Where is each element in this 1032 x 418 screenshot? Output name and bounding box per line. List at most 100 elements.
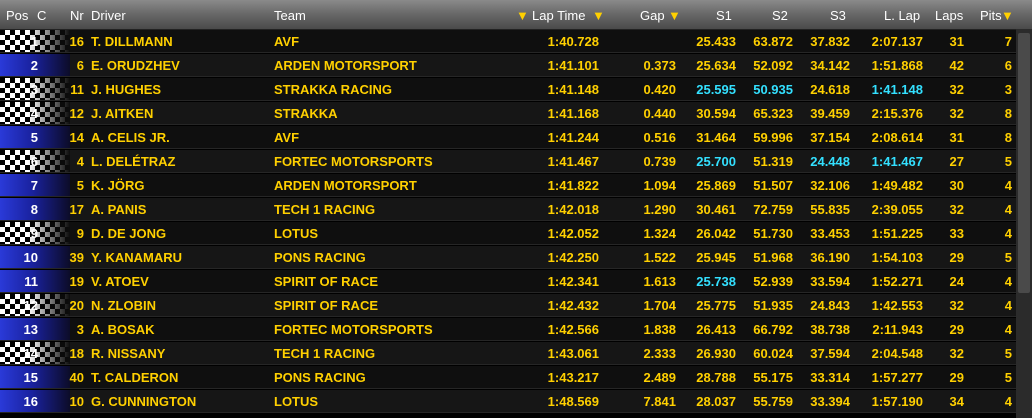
row-background — [70, 246, 1016, 269]
col-laptime-header[interactable]: Lap Time — [532, 8, 586, 23]
table-row[interactable]: 15 40 T. CALDERON PONS RACING 1:43.217 2.489 2… — [0, 366, 1016, 389]
table-row[interactable]: 13 3 A. BOSAK FORTEC MOTORSPORTS 1:42.566 1.8… — [0, 318, 1016, 341]
col-pits-header[interactable]: Pits — [980, 8, 1002, 23]
col-driver-header[interactable]: Driver — [91, 8, 126, 23]
gap-cell: 1.324 — [643, 226, 676, 241]
table-row[interactable]: 6 4 L. DELÉTRAZ FORTEC MOTORSPORTS 1:41.467 0… — [0, 150, 1016, 173]
table-row[interactable]: 2 6 E. ORUDZHEV ARDEN MOTORSPORT 1:41.101 0.3… — [0, 54, 1016, 77]
sector1-cell: 28.037 — [696, 394, 736, 409]
table-row[interactable]: 9 9 D. DE JONG LOTUS 1:42.052 1.324 26.042 51.7… — [0, 222, 1016, 245]
row-divider — [0, 268, 1016, 269]
lap-time-cell: 1:43.061 — [547, 346, 599, 361]
car-number-cell: 9 — [76, 226, 84, 241]
team-cell: AVF — [274, 130, 300, 145]
team-cell: FORTEC MOTORSPORTS — [274, 322, 433, 337]
table-row[interactable]: 11 19 V. ATOEV SPIRIT OF RACE 1:42.341 1.613 2… — [0, 270, 1016, 293]
row-divider — [0, 172, 1016, 173]
last-lap-cell: 1:57.190 — [871, 394, 923, 409]
last-lap-cell: 2:11.943 — [872, 322, 923, 337]
sector3-cell: 24.618 — [810, 82, 850, 97]
gap-cell: 1.522 — [643, 250, 676, 265]
sort-arrow-icon[interactable]: ▼ — [1001, 8, 1014, 23]
sector2-cell: 55.175 — [753, 370, 793, 385]
sort-arrow-icon[interactable]: ▼ — [592, 8, 605, 23]
team-cell: STRAKKA RACING — [274, 82, 392, 97]
row-background — [70, 198, 1016, 221]
col-s3-header[interactable]: S3 — [830, 8, 846, 23]
row-divider — [0, 388, 1016, 389]
row-background — [70, 222, 1016, 245]
table-row[interactable]: 3 11 J. HUGHES STRAKKA RACING 1:41.148 0.420 2… — [0, 78, 1016, 101]
sort-arrow-icon[interactable]: ▼ — [516, 8, 529, 23]
table-row[interactable]: 1 16 T. DILLMANN AVF 1:40.728 25.433 63.872 37.… — [0, 30, 1016, 53]
last-lap-cell: 2:04.548 — [871, 346, 923, 361]
sector1-cell: 25.700 — [696, 154, 736, 169]
row-background — [70, 366, 1016, 389]
col-pos-header[interactable]: Pos — [6, 8, 29, 23]
sort-arrow-icon[interactable]: ▼ — [668, 8, 681, 23]
sector3-cell: 24.843 — [810, 298, 850, 313]
team-cell: ARDEN MOTORSPORT — [274, 58, 417, 73]
table-row[interactable]: 12 20 N. ZLOBIN SPIRIT OF RACE 1:42.432 1.704… — [0, 294, 1016, 317]
team-cell: FORTEC MOTORSPORTS — [274, 154, 433, 169]
blue-status-indicator — [0, 246, 70, 269]
lap-time-cell: 1:42.052 — [547, 226, 599, 241]
sector3-cell: 24.448 — [810, 154, 850, 169]
chequered-flag-icon — [0, 342, 70, 365]
row-divider — [0, 196, 1016, 197]
table-row[interactable]: 10 39 Y. KANAMARU PONS RACING 1:42.250 1.522 2… — [0, 246, 1016, 269]
car-number-cell: 10 — [69, 394, 84, 409]
col-laps-header[interactable]: Laps — [935, 8, 964, 23]
vertical-scrollbar[interactable] — [1016, 29, 1032, 418]
gap-cell: 7.841 — [643, 394, 676, 409]
table-row[interactable]: 8 17 A. PANIS TECH 1 RACING 1:42.018 1.290 30.… — [0, 198, 1016, 221]
driver-cell: G. CUNNINGTON — [91, 394, 197, 409]
blue-status-indicator — [0, 270, 70, 293]
table-row[interactable]: 14 18 R. NISSANY TECH 1 RACING 1:43.061 2.333… — [0, 342, 1016, 365]
col-s2-header[interactable]: S2 — [772, 8, 788, 23]
sector3-cell: 33.394 — [810, 394, 850, 409]
team-cell: PONS RACING — [274, 370, 366, 385]
table-row[interactable]: 7 5 K. JÖRG ARDEN MOTORSPORT 1:41.822 1.094 25… — [0, 174, 1016, 197]
team-cell: SPIRIT OF RACE — [274, 274, 379, 289]
car-number-cell: 14 — [69, 130, 84, 145]
pits-cell: 4 — [1004, 178, 1012, 193]
sector1-cell: 25.738 — [696, 274, 736, 289]
pits-cell: 5 — [1004, 346, 1012, 361]
col-lastlap-header[interactable]: L. Lap — [884, 8, 921, 23]
lap-time-cell: 1:48.569 — [547, 394, 599, 409]
team-cell: SPIRIT OF RACE — [274, 298, 379, 313]
gap-cell: 1.290 — [643, 202, 676, 217]
laps-cell: 32 — [949, 346, 964, 361]
laps-cell: 42 — [949, 58, 964, 73]
gap-cell: 2.489 — [643, 370, 676, 385]
position-cell: 4 — [30, 106, 38, 121]
row-background — [70, 54, 1016, 77]
laps-cell: 30 — [949, 178, 964, 193]
lap-time-cell: 1:41.467 — [547, 154, 599, 169]
scrollbar-thumb[interactable] — [1018, 33, 1030, 293]
sector3-cell: 36.190 — [810, 250, 850, 265]
col-class-header[interactable]: C — [37, 8, 47, 23]
sector2-cell: 50.935 — [753, 82, 793, 97]
table-row[interactable]: 4 12 J. AITKEN STRAKKA 1:41.168 0.440 30.594 65… — [0, 102, 1016, 125]
col-s1-header[interactable]: S1 — [716, 8, 732, 23]
row-background — [70, 342, 1016, 365]
position-cell: 11 — [24, 274, 38, 289]
blue-status-indicator — [0, 318, 70, 341]
col-gap-header[interactable]: Gap — [640, 8, 665, 23]
table-row[interactable]: 16 10 G. CUNNINGTON LOTUS 1:48.569 7.841 28.03… — [0, 390, 1016, 413]
driver-cell: T. CALDERON — [91, 370, 179, 385]
col-nr-header[interactable]: Nr — [70, 8, 84, 23]
driver-cell: D. DE JONG — [91, 226, 167, 241]
table-row[interactable]: 5 14 A. CELIS JR. AVF 1:41.244 0.516 31.464 59.… — [0, 126, 1016, 149]
sector2-cell: 59.996 — [753, 130, 793, 145]
row-background — [70, 390, 1016, 413]
sector1-cell: 25.869 — [696, 178, 736, 193]
col-team-header[interactable]: Team — [274, 8, 306, 23]
row-divider — [0, 52, 1016, 53]
sector3-cell: 37.154 — [810, 130, 850, 145]
last-lap-cell: 1:41.148 — [871, 82, 923, 97]
laps-cell: 24 — [949, 274, 964, 289]
pits-cell: 4 — [1004, 394, 1012, 409]
